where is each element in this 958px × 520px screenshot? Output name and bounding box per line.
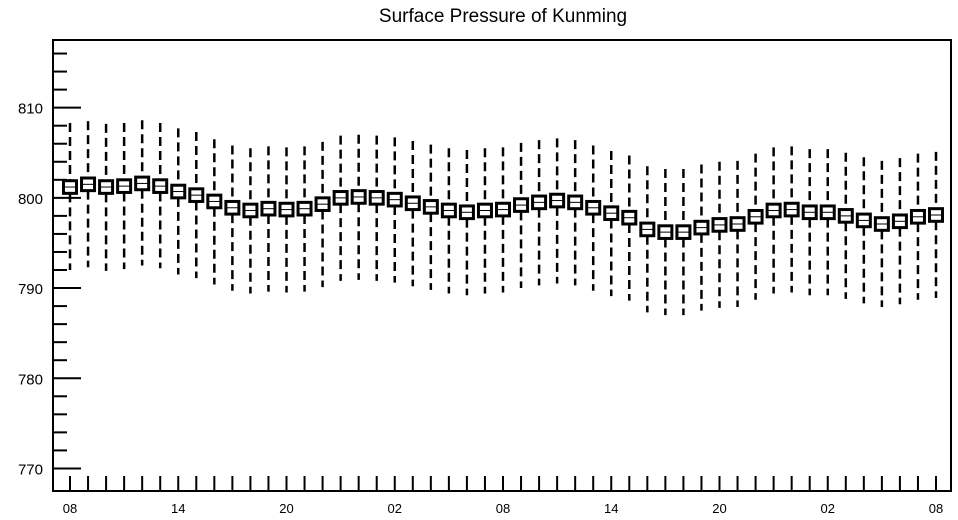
x-tick-label: 08 xyxy=(63,501,77,516)
x-tick-label: 14 xyxy=(171,501,185,516)
x-tick-label: 20 xyxy=(279,501,293,516)
x-tick-label: 02 xyxy=(821,501,835,516)
x-tick-label: 02 xyxy=(388,501,402,516)
y-tick-label: 800 xyxy=(18,191,43,208)
y-tick-label: 780 xyxy=(18,371,43,388)
chart-title: Surface Pressure of Kunming xyxy=(379,6,627,27)
x-tick-label: 08 xyxy=(496,501,510,516)
x-axis: 08 14 20 02 08 14 20 02 08 xyxy=(63,476,943,516)
box-series xyxy=(62,120,944,316)
y-tick-label: 810 xyxy=(18,101,43,118)
y-axis: 770 780 790 800 810 xyxy=(18,52,81,478)
y-tick-label: 770 xyxy=(18,461,43,478)
y-tick-label: 790 xyxy=(18,281,43,298)
x-tick-label: 08 xyxy=(929,501,943,516)
x-tick-label: 14 xyxy=(604,501,618,516)
x-tick-label: 20 xyxy=(712,501,726,516)
